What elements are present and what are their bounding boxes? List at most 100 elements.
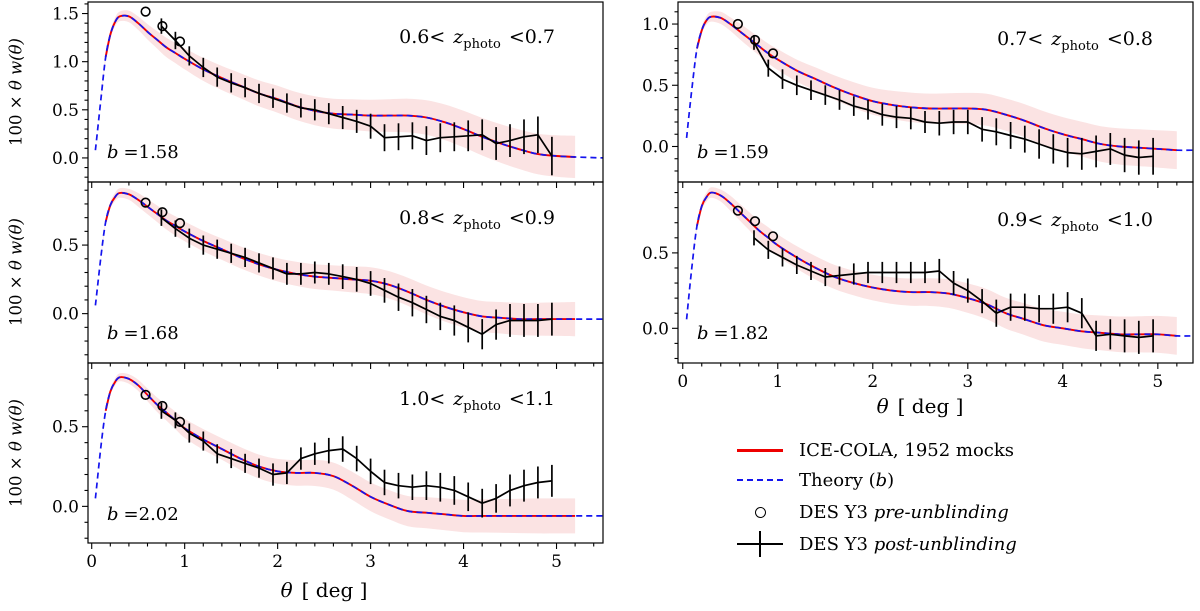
zbin-hi: <0.8 bbox=[1106, 28, 1153, 50]
errorbar-icon bbox=[758, 531, 761, 557]
redshift-bin-label: 0.6< zphoto <0.7 bbox=[399, 26, 555, 56]
panel-border bbox=[87, 362, 604, 544]
post-unblinding-errorbars bbox=[753, 230, 1154, 354]
y-tick-label: 0.5 bbox=[52, 236, 79, 256]
y-axis-label: 100 × θ w(θ) bbox=[7, 218, 26, 326]
theory-curve bbox=[94, 376, 603, 517]
solid-line-icon bbox=[737, 448, 783, 452]
pre-unblinding-marker bbox=[140, 389, 151, 401]
pre-unblinding-marker bbox=[749, 34, 761, 46]
legend-label-text: DES Y3 bbox=[799, 501, 874, 523]
z-symbol: z bbox=[1051, 209, 1062, 231]
y-tick-label: 1.0 bbox=[642, 15, 669, 35]
pre-unblinding-marker bbox=[157, 400, 168, 412]
x-tick-label: 4 bbox=[1057, 372, 1068, 392]
legend-label: DES Y3 post-unblinding bbox=[799, 534, 1017, 555]
legend-item-pre-unblinding: DES Y3 pre-unblinding bbox=[737, 498, 1009, 526]
tick-labels: 0.0 0.5 0 1 2 3 4 5 bbox=[642, 244, 1163, 392]
legend-label: Theory (b) bbox=[799, 470, 894, 491]
legend-label: ICE-COLA, 1952 mocks bbox=[799, 440, 1014, 461]
legend-label-suffix: ) bbox=[887, 469, 895, 491]
legend-label-italic: post-unblinding bbox=[873, 533, 1017, 555]
zbin-hi: <1.0 bbox=[1106, 209, 1153, 231]
tick-labels: 0.0 0.5 bbox=[52, 236, 79, 325]
z-symbol: z bbox=[453, 207, 464, 229]
bias-label: b =2.02 bbox=[107, 505, 179, 525]
confidence-band bbox=[692, 11, 1177, 170]
zbin-lo: 0.6< bbox=[399, 26, 446, 48]
x-axis-label: θ [ deg ] bbox=[281, 578, 368, 602]
y-tick-label: 1.5 bbox=[52, 5, 79, 25]
y-tick-label: 0.0 bbox=[52, 305, 79, 325]
panel-border bbox=[677, 181, 1194, 364]
y-tick-label: 0.5 bbox=[642, 244, 669, 264]
y-axis-label-prefix: 100 × bbox=[6, 451, 26, 507]
z-subscript: photo bbox=[1061, 38, 1099, 54]
pre-unblinding-marker bbox=[140, 6, 151, 17]
x-tick-label: 3 bbox=[962, 372, 973, 392]
x-axis-unit: [ deg ] bbox=[897, 394, 964, 418]
x-tick-label: 0 bbox=[86, 552, 97, 572]
zbin-lo: 0.9< bbox=[997, 209, 1044, 231]
x-tick-label: 4 bbox=[458, 552, 469, 572]
legend-label-text: DES Y3 bbox=[799, 533, 874, 555]
theory-curve bbox=[685, 191, 1194, 337]
pre-unblinding-marker bbox=[767, 48, 779, 59]
confidence-band bbox=[101, 373, 576, 534]
x-tick-label: 0 bbox=[677, 372, 688, 392]
y-tick-label: 0.5 bbox=[642, 76, 669, 96]
b-value: =1.58 bbox=[123, 142, 179, 163]
z-subscript: photo bbox=[1061, 219, 1099, 235]
legend-item-post-unblinding: DES Y3 post-unblinding bbox=[737, 530, 1017, 558]
post-unblinding-errorbars bbox=[160, 209, 553, 350]
circle-icon bbox=[754, 506, 766, 518]
post-unblinding-errorbars bbox=[160, 402, 553, 518]
legend-item-theory: Theory (b) bbox=[737, 466, 894, 494]
z-subscript: photo bbox=[463, 217, 501, 233]
zbin-hi: <0.7 bbox=[508, 26, 555, 48]
zbin-hi: <0.9 bbox=[508, 207, 555, 229]
z-symbol: z bbox=[453, 388, 464, 410]
bias-label: b =1.58 bbox=[107, 143, 179, 163]
panel-0: 0.0 0.5 1.0 1.5 bbox=[52, 1, 604, 188]
theory-line-marker bbox=[737, 466, 783, 494]
x-tick-label: 1 bbox=[179, 552, 190, 572]
axis-ticks bbox=[672, 192, 1178, 369]
x-tick-label: 2 bbox=[867, 372, 878, 392]
zbin-hi: <1.1 bbox=[508, 388, 555, 410]
redshift-bin-label: 0.8< zphoto <0.9 bbox=[399, 207, 555, 237]
y-axis-label-math: θ w(θ) bbox=[6, 218, 26, 271]
post-unblinding-errorbars bbox=[160, 18, 553, 176]
y-tick-label: 0.0 bbox=[642, 137, 669, 157]
legend-label: DES Y3 pre-unblinding bbox=[799, 502, 1009, 523]
y-axis-label-math: θ w(θ) bbox=[6, 38, 26, 91]
zbin-lo: 0.8< bbox=[399, 207, 446, 229]
mocks-line-marker bbox=[737, 436, 783, 464]
tick-labels: 0.0 0.5 1.0 1.5 bbox=[52, 5, 79, 169]
legend-item-mocks: ICE-COLA, 1952 mocks bbox=[737, 436, 1014, 464]
z-subscript: photo bbox=[463, 36, 501, 52]
b-value: =2.02 bbox=[123, 504, 179, 525]
y-axis-label: 100 × θ w(θ) bbox=[7, 399, 26, 507]
bias-label: b =1.68 bbox=[107, 324, 179, 344]
redshift-bin-label: 0.9< zphoto <1.0 bbox=[997, 209, 1153, 239]
y-tick-label: 0.5 bbox=[52, 101, 79, 121]
panel-2: 0.0 0.5 bbox=[52, 181, 604, 369]
b-symbol: b bbox=[107, 323, 119, 344]
open-circle-marker bbox=[737, 498, 783, 526]
b-value: =1.82 bbox=[713, 323, 769, 344]
x-axis-label: θ [ deg ] bbox=[877, 394, 964, 418]
zbin-lo: 1.0< bbox=[399, 388, 446, 410]
y-axis-label-math: θ w(θ) bbox=[6, 399, 26, 452]
redshift-bin-label: 0.7< zphoto <0.8 bbox=[997, 28, 1153, 58]
pre-unblinding-marker bbox=[767, 231, 779, 242]
errorbar-marker bbox=[737, 530, 783, 558]
pre-unblinding-marker bbox=[157, 207, 168, 218]
bias-label: b =1.59 bbox=[697, 143, 769, 163]
bias-label: b =1.82 bbox=[697, 324, 769, 344]
redshift-bin-label: 1.0< zphoto <1.1 bbox=[399, 388, 555, 418]
b-symbol: b bbox=[697, 142, 709, 163]
pre-unblinding-marker bbox=[140, 197, 151, 208]
y-axis-label: 100 × θ w(θ) bbox=[7, 38, 26, 146]
